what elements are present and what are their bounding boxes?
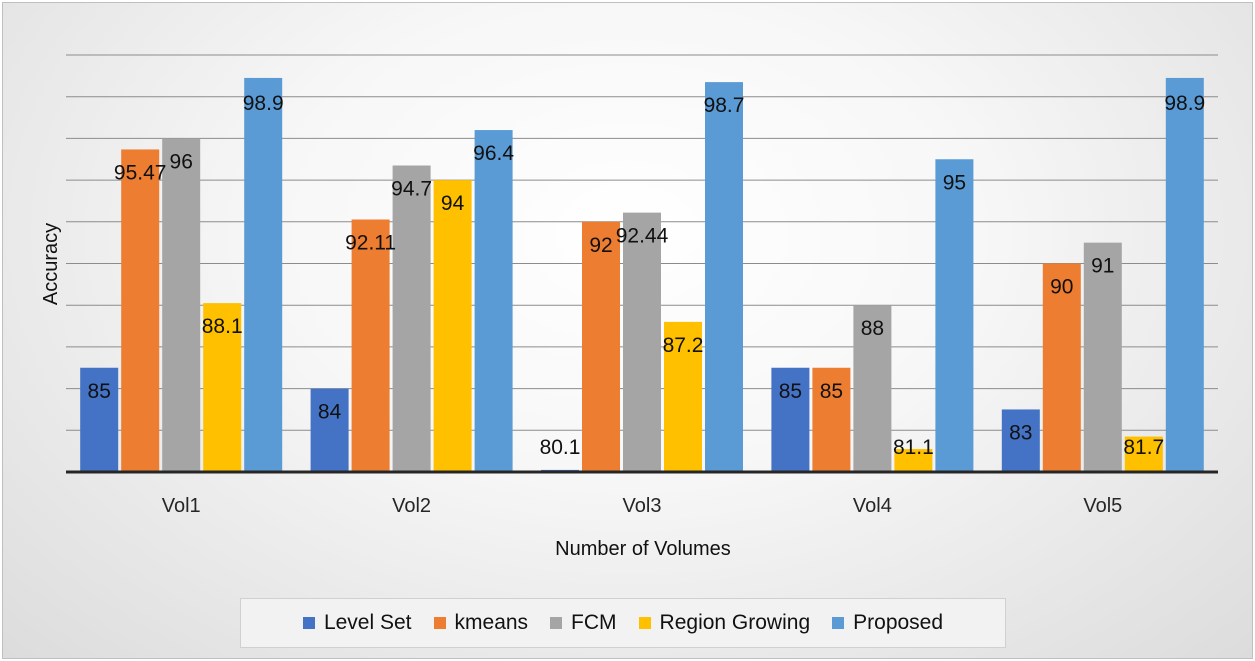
data-label: 98.7 [704,94,745,117]
data-label: 85 [779,380,802,403]
bars [80,77,1204,472]
legend-label: Proposed [853,611,944,634]
data-label: 83 [1009,421,1032,444]
data-label: 98.9 [243,92,284,115]
legend-swatch [832,617,845,629]
data-label: 92.44 [616,225,669,248]
data-label: 80.1 [540,436,581,459]
data-label: 94.7 [391,178,432,201]
legend-label: kmeans [454,611,529,634]
data-label: 96.4 [473,142,514,165]
bar-level-set-vol1 [80,367,119,472]
bar-proposed-vol5 [1165,77,1204,472]
legend-item: Level Set [302,611,412,635]
bar-kmeans-vol3 [582,221,620,472]
bar-fcm-vol3 [623,212,661,472]
bar-proposed-vol2 [474,130,513,472]
bar-level-set-vol2 [310,388,349,472]
category-label: Vol4 [853,495,892,517]
legend-label: Region Growing [659,611,811,634]
data-label: 88 [861,317,884,340]
bar-kmeans-vol4 [812,367,851,472]
category-labels: Vol1 Vol2 Vol3 Vol4 Vol5 [162,495,1123,517]
data-label: 95.47 [114,161,167,184]
legend-item: Proposed [832,611,943,635]
bar-proposed-vol1 [244,77,283,472]
bar-region-growing-vol3 [664,321,702,472]
legend-swatch [638,617,651,629]
category-label: Vol3 [623,495,662,517]
data-label: 81.1 [893,436,934,459]
data-label: 87.2 [663,334,704,357]
data-label: 98.9 [1164,92,1205,115]
category-label: Vol1 [162,495,201,517]
bar-fcm-vol5 [1083,242,1122,472]
data-label: 88.1 [202,315,243,338]
data-label: 92.11 [345,232,396,255]
bar-level-set-vol4 [771,367,810,472]
bar-kmeans-vol2 [351,219,390,472]
data-label: 96 [170,150,193,173]
legend-swatch [550,617,563,629]
bar-kmeans-vol1 [121,149,160,472]
bar-fcm-vol2 [392,165,431,472]
data-labels: 85 95.47 96 88.1 98.9 84 92.11 94.7 94 96.4 80.1 92… [88,92,1206,459]
data-label: 84 [318,401,342,424]
legend-label: FCM [571,611,617,634]
legend-item: kmeans [433,611,529,635]
bar-region-growing-vol2 [433,180,472,472]
legend-item: FCM [550,611,617,635]
data-label: 92 [589,234,612,257]
data-label: 94 [441,192,465,215]
category-label: Vol2 [392,495,431,517]
x-axis-title: Number of Volumes [555,538,731,560]
category-label: Vol5 [1083,495,1122,517]
bar-region-growing-vol4 [894,449,933,472]
legend-label: Level Set [323,611,412,634]
bar-proposed-vol3 [705,82,743,472]
data-label: 91 [1091,255,1114,278]
data-label: 95 [943,171,966,194]
data-label: 90 [1050,276,1073,299]
legend-item: Region Growing [638,611,811,635]
bar-level-set-vol5 [1001,409,1040,472]
bar-fcm-vol1 [162,138,201,472]
legend: Level Set kmeans FCM Region Growing Proposed [240,598,1006,648]
y-axis-title: Accuracy [40,223,62,305]
bar-region-growing-vol5 [1124,436,1163,472]
bar-kmeans-vol5 [1042,263,1081,472]
bar-fcm-vol4 [853,305,892,472]
legend-swatch [433,617,446,629]
data-label: 81.7 [1123,436,1164,459]
data-label: 85 [820,380,843,403]
bar-region-growing-vol1 [203,303,242,472]
data-label: 85 [88,380,111,403]
legend-swatch [302,617,315,629]
bar-proposed-vol4 [935,159,974,472]
